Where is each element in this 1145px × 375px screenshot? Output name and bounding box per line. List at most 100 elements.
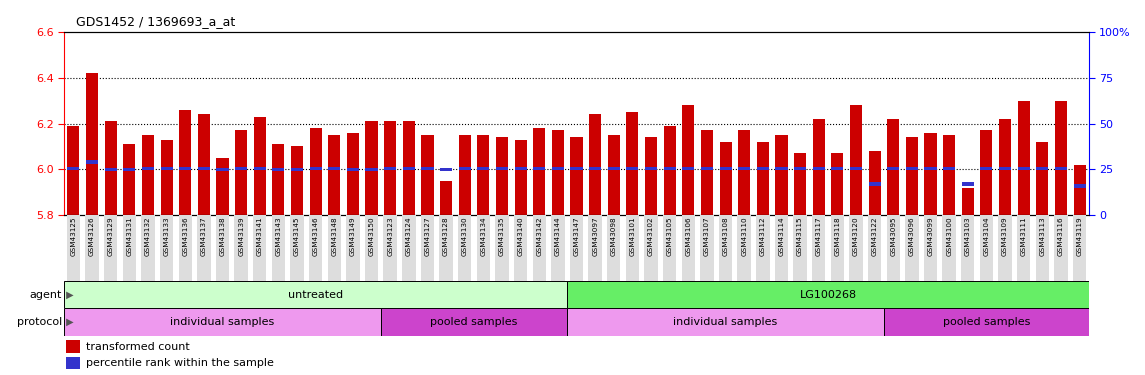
FancyBboxPatch shape [420,215,434,281]
Bar [570,166,583,170]
FancyBboxPatch shape [681,215,695,281]
Bar [160,140,173,215]
FancyBboxPatch shape [850,215,862,281]
FancyBboxPatch shape [346,215,360,281]
FancyBboxPatch shape [235,215,247,281]
Text: GSM43150: GSM43150 [369,217,374,256]
Text: GSM43099: GSM43099 [927,217,933,256]
Text: GSM43123: GSM43123 [387,217,393,256]
Bar [235,166,247,170]
Bar [739,130,750,215]
Bar [496,166,508,170]
FancyBboxPatch shape [886,215,900,281]
Text: GSM43144: GSM43144 [555,217,561,256]
Text: GSM43098: GSM43098 [610,217,617,256]
Bar [701,130,713,215]
Text: GSM43101: GSM43101 [630,217,635,256]
Text: ▶: ▶ [63,290,73,300]
Text: GSM43109: GSM43109 [1002,217,1008,256]
Bar [291,147,303,215]
FancyBboxPatch shape [496,215,508,281]
Text: GDS1452 / 1369693_a_at: GDS1452 / 1369693_a_at [76,15,235,28]
Text: GSM43100: GSM43100 [946,217,953,256]
Bar [850,166,862,170]
FancyBboxPatch shape [793,215,807,281]
FancyBboxPatch shape [532,215,546,281]
Bar [514,166,527,170]
Bar [626,166,639,170]
Bar [421,166,434,170]
Bar [567,308,884,336]
Text: GSM43113: GSM43113 [1040,217,1045,256]
Bar [887,119,899,215]
FancyBboxPatch shape [942,215,956,281]
Bar [347,168,360,171]
Bar [291,168,303,171]
Bar [534,166,545,170]
Text: GSM43118: GSM43118 [835,217,840,256]
FancyBboxPatch shape [179,215,192,281]
Text: GSM43139: GSM43139 [238,217,244,256]
Bar [943,166,955,170]
Bar [198,114,210,215]
FancyBboxPatch shape [458,215,472,281]
Bar [645,137,657,215]
FancyBboxPatch shape [980,215,993,281]
Bar [142,166,155,170]
Bar [68,126,79,215]
Bar [1036,142,1049,215]
Bar [1018,166,1029,170]
Bar [421,135,434,215]
Text: GSM43147: GSM43147 [574,217,579,256]
Bar [1036,166,1049,170]
Bar [739,166,750,170]
Bar [365,168,378,171]
Text: GSM43119: GSM43119 [1076,217,1082,256]
Bar [906,166,918,170]
FancyBboxPatch shape [440,215,452,281]
Bar [1018,100,1029,215]
Bar [142,135,155,215]
Bar [198,166,210,170]
FancyBboxPatch shape [589,215,602,281]
Bar [496,137,508,215]
Bar [813,166,824,170]
Text: GSM43141: GSM43141 [256,217,262,256]
Bar [589,166,601,170]
Bar [329,166,340,170]
Text: transformed count: transformed count [86,342,190,352]
Text: GSM43137: GSM43137 [200,217,207,256]
Bar [962,188,974,215]
Bar [124,144,135,215]
Text: untreated: untreated [289,290,344,300]
Bar [567,281,1089,308]
Bar [235,130,247,215]
FancyBboxPatch shape [123,215,136,281]
Bar [664,126,676,215]
Bar [309,128,322,215]
FancyBboxPatch shape [868,215,882,281]
Text: GSM43105: GSM43105 [666,217,672,256]
FancyBboxPatch shape [514,215,528,281]
Bar [459,166,471,170]
Bar [626,112,639,215]
Text: GSM43122: GSM43122 [871,217,877,256]
FancyBboxPatch shape [645,215,657,281]
FancyBboxPatch shape [215,215,229,281]
Text: GSM43112: GSM43112 [760,217,766,256]
Text: GSM43148: GSM43148 [331,217,338,256]
FancyBboxPatch shape [737,215,751,281]
Bar [943,135,955,215]
FancyBboxPatch shape [1017,215,1030,281]
Bar [570,137,583,215]
FancyBboxPatch shape [141,215,155,281]
Bar [64,308,381,336]
Bar [477,135,489,215]
FancyBboxPatch shape [924,215,938,281]
Bar [273,168,284,171]
Bar [365,121,378,215]
Text: GSM43134: GSM43134 [481,217,487,256]
Text: GSM43120: GSM43120 [853,217,859,256]
FancyBboxPatch shape [1073,215,1087,281]
FancyBboxPatch shape [402,215,416,281]
